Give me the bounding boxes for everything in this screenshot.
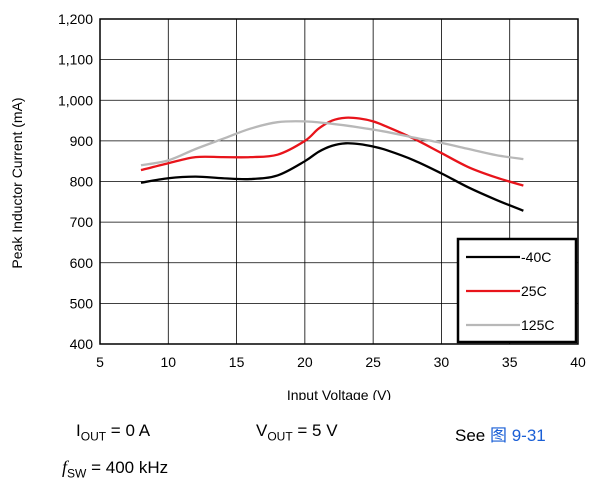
legend-label: 125C	[521, 317, 554, 333]
plot-frame	[99, 18, 579, 345]
x-tick-labels: 5 10 15 20 25 30 35 40	[96, 354, 586, 370]
y-tick-label: 1,000	[58, 92, 93, 108]
y-tick-label: 900	[70, 133, 94, 149]
y-axis-label: Peak Inductor Current (mA)	[9, 97, 25, 268]
x-tick-label: 25	[365, 354, 381, 370]
series-line-25C	[140, 116, 524, 187]
iout-condition: IOUT = 0 A	[76, 421, 151, 444]
chart: 5 10 15 20 25 30 35 40 400 500 600 700 800 900 1,000 1…	[9, 11, 586, 400]
series-layer	[140, 116, 524, 212]
y-tick-label: 600	[70, 255, 94, 271]
x-tick-label: 15	[229, 354, 245, 370]
figure-link[interactable]: 图 9-31	[489, 426, 546, 445]
see-figure-reference: See 图 9-31	[455, 426, 546, 445]
y-tick-labels: 400 500 600 700 800 900 1,000 1,100 1,200	[58, 11, 93, 352]
y-tick-label: 500	[70, 295, 94, 311]
x-tick-label: 40	[570, 354, 586, 370]
x-axis-label: Input Voltage (V)	[287, 387, 391, 400]
vout-condition: VOUT = 5 V	[256, 421, 338, 444]
series-line-125C	[140, 120, 524, 167]
y-tick-label: 1,200	[58, 11, 93, 27]
y-tick-label: 700	[70, 214, 94, 230]
x-tick-label: 35	[502, 354, 518, 370]
legend: -40C 25C 125C	[456, 237, 578, 344]
legend-label: 25C	[521, 283, 547, 299]
y-tick-label: 800	[70, 174, 94, 190]
x-tick-label: 20	[297, 354, 313, 370]
legend-label: -40C	[521, 249, 551, 265]
y-tick-label: 400	[70, 336, 94, 352]
series-line--40C	[140, 142, 524, 212]
x-tick-label: 30	[434, 354, 450, 370]
x-tick-label: 10	[160, 354, 176, 370]
x-tick-label: 5	[96, 354, 104, 370]
fsw-condition: fSW = 400 kHz	[62, 457, 169, 481]
y-tick-label: 1,100	[58, 52, 93, 68]
